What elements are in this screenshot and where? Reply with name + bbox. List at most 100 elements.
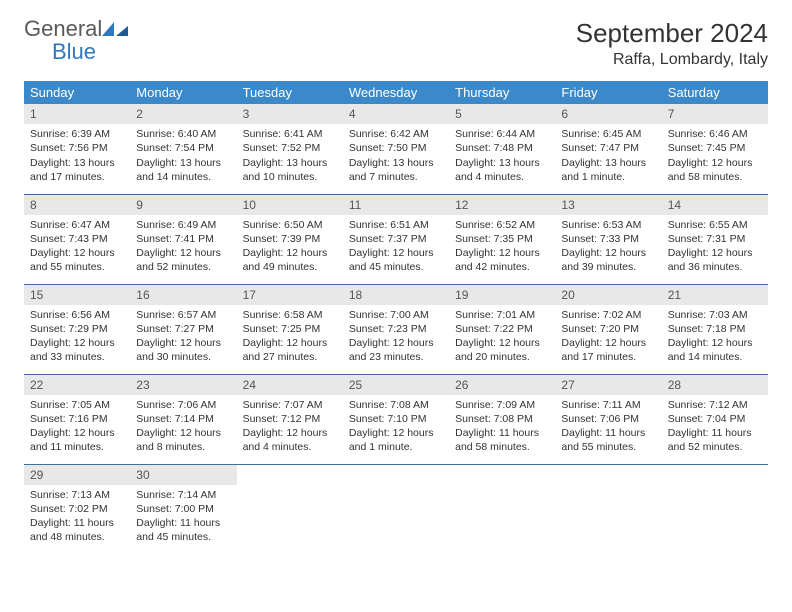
- weekday-header: Friday: [555, 81, 661, 104]
- day-number: 24: [237, 375, 343, 395]
- sunset-text: Sunset: 7:31 PM: [668, 232, 762, 246]
- daylight-text-1: Daylight: 12 hours: [30, 336, 124, 350]
- sunrise-text: Sunrise: 6:55 AM: [668, 218, 762, 232]
- sunset-text: Sunset: 7:48 PM: [455, 141, 549, 155]
- calendar-row: 29Sunrise: 7:13 AMSunset: 7:02 PMDayligh…: [24, 464, 768, 554]
- day-number: 17: [237, 285, 343, 305]
- daylight-text-1: Daylight: 13 hours: [561, 156, 655, 170]
- daylight-text-1: Daylight: 12 hours: [561, 336, 655, 350]
- daylight-text-2: and 33 minutes.: [30, 350, 124, 364]
- calendar-row: 8Sunrise: 6:47 AMSunset: 7:43 PMDaylight…: [24, 194, 768, 284]
- daylight-text-2: and 30 minutes.: [136, 350, 230, 364]
- daylight-text-1: Daylight: 12 hours: [30, 246, 124, 260]
- daylight-text-1: Daylight: 12 hours: [349, 336, 443, 350]
- calendar-row: 15Sunrise: 6:56 AMSunset: 7:29 PMDayligh…: [24, 284, 768, 374]
- weekday-header: Thursday: [449, 81, 555, 104]
- day-number: 4: [343, 104, 449, 124]
- day-number: 11: [343, 195, 449, 215]
- calendar-cell: [555, 464, 661, 554]
- day-body: Sunrise: 7:08 AMSunset: 7:10 PMDaylight:…: [343, 395, 449, 461]
- sunrise-text: Sunrise: 7:09 AM: [455, 398, 549, 412]
- sunrise-text: Sunrise: 6:47 AM: [30, 218, 124, 232]
- day-body: Sunrise: 7:03 AMSunset: 7:18 PMDaylight:…: [662, 305, 768, 371]
- header: General Blue September 2024 Raffa, Lomba…: [24, 18, 768, 69]
- sunrise-text: Sunrise: 6:40 AM: [136, 127, 230, 141]
- sunrise-text: Sunrise: 7:12 AM: [668, 398, 762, 412]
- calendar-cell: 20Sunrise: 7:02 AMSunset: 7:20 PMDayligh…: [555, 284, 661, 374]
- sunset-text: Sunset: 7:43 PM: [30, 232, 124, 246]
- daylight-text-1: Daylight: 12 hours: [349, 426, 443, 440]
- sunset-text: Sunset: 7:20 PM: [561, 322, 655, 336]
- day-body: Sunrise: 6:41 AMSunset: 7:52 PMDaylight:…: [237, 124, 343, 190]
- calendar-cell: 25Sunrise: 7:08 AMSunset: 7:10 PMDayligh…: [343, 374, 449, 464]
- day-number: 15: [24, 285, 130, 305]
- weekday-header: Sunday: [24, 81, 130, 104]
- day-body: Sunrise: 7:01 AMSunset: 7:22 PMDaylight:…: [449, 305, 555, 371]
- day-body: Sunrise: 7:14 AMSunset: 7:00 PMDaylight:…: [130, 485, 236, 551]
- daylight-text-1: Daylight: 13 hours: [136, 156, 230, 170]
- day-body: Sunrise: 6:53 AMSunset: 7:33 PMDaylight:…: [555, 215, 661, 281]
- day-body: Sunrise: 6:57 AMSunset: 7:27 PMDaylight:…: [130, 305, 236, 371]
- calendar-cell: 1Sunrise: 6:39 AMSunset: 7:56 PMDaylight…: [24, 104, 130, 194]
- daylight-text-1: Daylight: 11 hours: [30, 516, 124, 530]
- daylight-text-1: Daylight: 12 hours: [668, 336, 762, 350]
- sunrise-text: Sunrise: 6:46 AM: [668, 127, 762, 141]
- daylight-text-1: Daylight: 12 hours: [668, 156, 762, 170]
- day-number: 1: [24, 104, 130, 124]
- day-body: Sunrise: 7:11 AMSunset: 7:06 PMDaylight:…: [555, 395, 661, 461]
- sunset-text: Sunset: 7:52 PM: [243, 141, 337, 155]
- calendar-cell: 15Sunrise: 6:56 AMSunset: 7:29 PMDayligh…: [24, 284, 130, 374]
- daylight-text-1: Daylight: 12 hours: [349, 246, 443, 260]
- calendar-cell: [449, 464, 555, 554]
- day-number: 12: [449, 195, 555, 215]
- calendar-cell: 12Sunrise: 6:52 AMSunset: 7:35 PMDayligh…: [449, 194, 555, 284]
- day-number: 10: [237, 195, 343, 215]
- calendar-cell: 10Sunrise: 6:50 AMSunset: 7:39 PMDayligh…: [237, 194, 343, 284]
- day-number: 2: [130, 104, 236, 124]
- daylight-text-1: Daylight: 12 hours: [668, 246, 762, 260]
- calendar-cell: 29Sunrise: 7:13 AMSunset: 7:02 PMDayligh…: [24, 464, 130, 554]
- sunset-text: Sunset: 7:12 PM: [243, 412, 337, 426]
- daylight-text-2: and 7 minutes.: [349, 170, 443, 184]
- calendar-cell: 5Sunrise: 6:44 AMSunset: 7:48 PMDaylight…: [449, 104, 555, 194]
- calendar-cell: [237, 464, 343, 554]
- sunrise-text: Sunrise: 6:53 AM: [561, 218, 655, 232]
- title-block: September 2024 Raffa, Lombardy, Italy: [576, 18, 768, 69]
- day-number: 5: [449, 104, 555, 124]
- sunrise-text: Sunrise: 7:00 AM: [349, 308, 443, 322]
- daylight-text-2: and 4 minutes.: [243, 440, 337, 454]
- daylight-text-2: and 49 minutes.: [243, 260, 337, 274]
- daylight-text-1: Daylight: 13 hours: [30, 156, 124, 170]
- daylight-text-2: and 45 minutes.: [136, 530, 230, 544]
- daylight-text-1: Daylight: 13 hours: [243, 156, 337, 170]
- day-body: Sunrise: 7:12 AMSunset: 7:04 PMDaylight:…: [662, 395, 768, 461]
- sunrise-text: Sunrise: 6:52 AM: [455, 218, 549, 232]
- logo-general: General: [24, 16, 102, 41]
- day-number: 9: [130, 195, 236, 215]
- daylight-text-2: and 58 minutes.: [455, 440, 549, 454]
- daylight-text-2: and 27 minutes.: [243, 350, 337, 364]
- daylight-text-2: and 23 minutes.: [349, 350, 443, 364]
- sunset-text: Sunset: 7:54 PM: [136, 141, 230, 155]
- day-body: Sunrise: 7:07 AMSunset: 7:12 PMDaylight:…: [237, 395, 343, 461]
- daylight-text-2: and 1 minute.: [561, 170, 655, 184]
- day-number: 23: [130, 375, 236, 395]
- weekday-header-row: Sunday Monday Tuesday Wednesday Thursday…: [24, 81, 768, 104]
- calendar-cell: [662, 464, 768, 554]
- calendar-cell: 16Sunrise: 6:57 AMSunset: 7:27 PMDayligh…: [130, 284, 236, 374]
- calendar-cell: 27Sunrise: 7:11 AMSunset: 7:06 PMDayligh…: [555, 374, 661, 464]
- sunset-text: Sunset: 7:37 PM: [349, 232, 443, 246]
- day-number: 20: [555, 285, 661, 305]
- day-body: Sunrise: 7:02 AMSunset: 7:20 PMDaylight:…: [555, 305, 661, 371]
- daylight-text-1: Daylight: 12 hours: [136, 426, 230, 440]
- daylight-text-1: Daylight: 13 hours: [455, 156, 549, 170]
- sunset-text: Sunset: 7:25 PM: [243, 322, 337, 336]
- sunset-text: Sunset: 7:00 PM: [136, 502, 230, 516]
- weekday-header: Saturday: [662, 81, 768, 104]
- daylight-text-2: and 42 minutes.: [455, 260, 549, 274]
- sunrise-text: Sunrise: 6:41 AM: [243, 127, 337, 141]
- daylight-text-1: Daylight: 11 hours: [668, 426, 762, 440]
- day-body: Sunrise: 6:39 AMSunset: 7:56 PMDaylight:…: [24, 124, 130, 190]
- day-body: Sunrise: 6:47 AMSunset: 7:43 PMDaylight:…: [24, 215, 130, 281]
- day-number: 7: [662, 104, 768, 124]
